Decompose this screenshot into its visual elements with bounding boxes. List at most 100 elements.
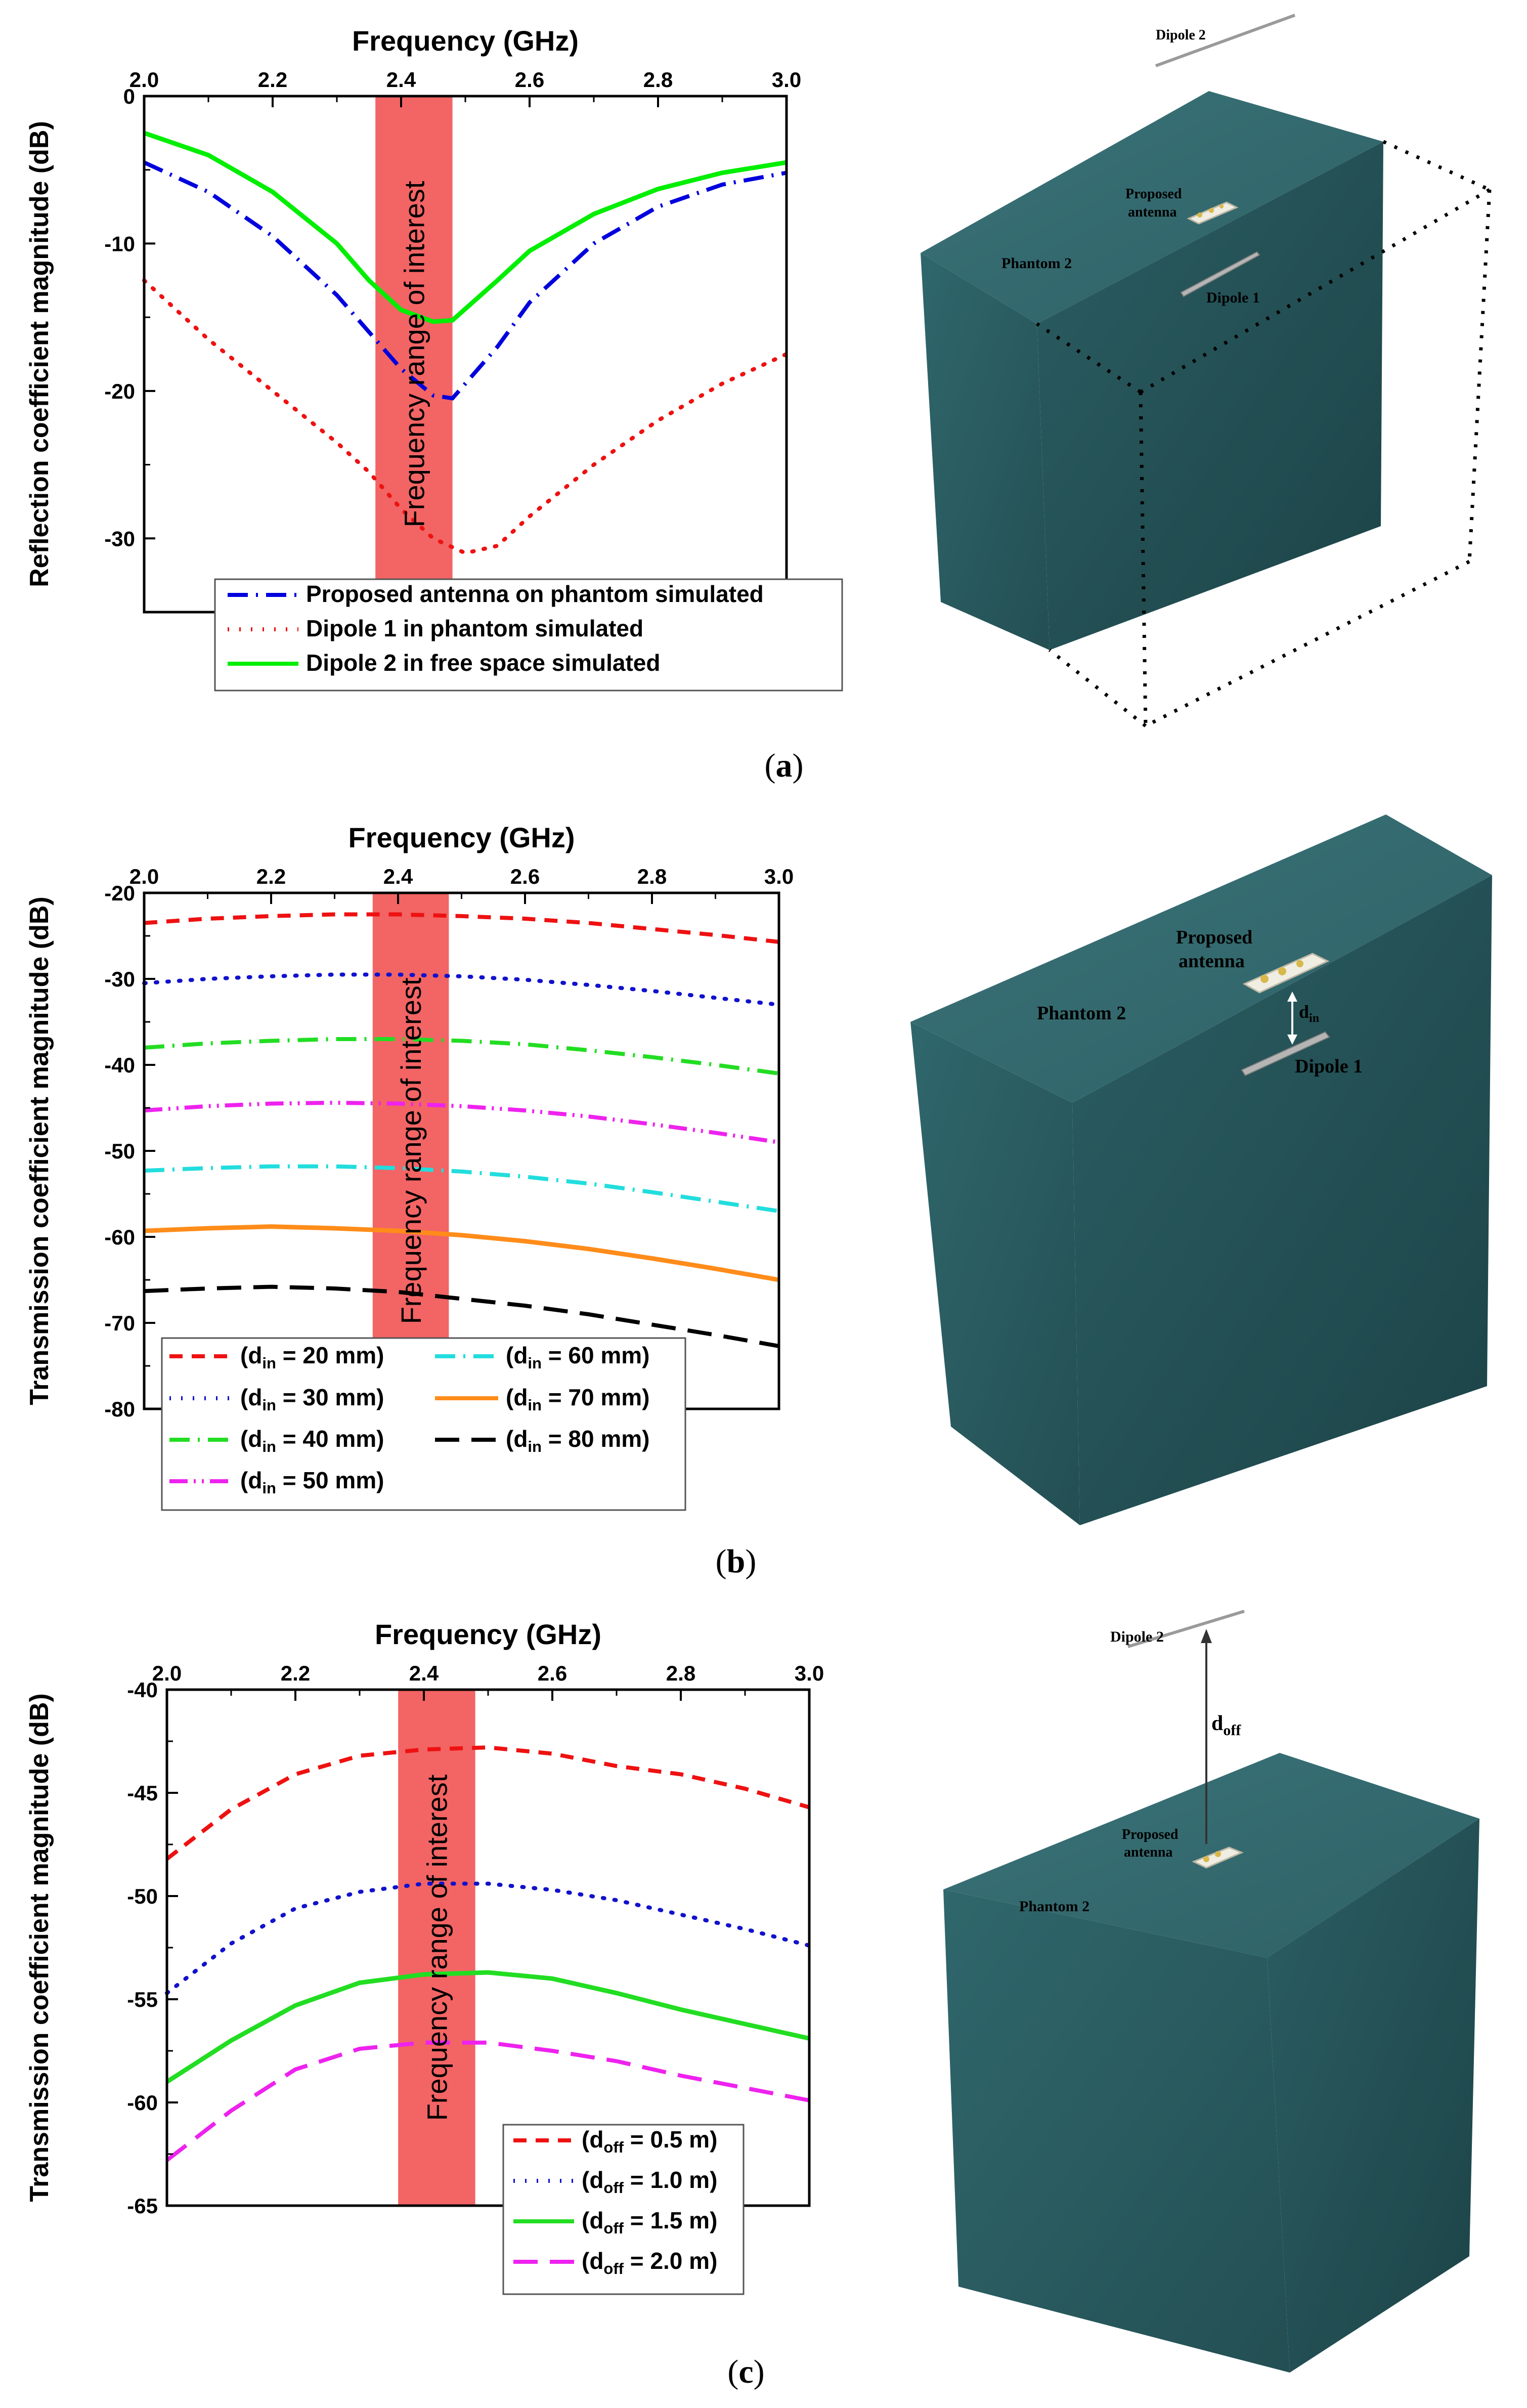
y-tick-label-c-1: -45 xyxy=(127,1781,158,1805)
y-tick-label-a-2: -20 xyxy=(104,379,135,403)
legend-label-c-1: (doff = 1.0 m) xyxy=(582,2167,717,2197)
phantom-side-face xyxy=(1267,1819,1479,2373)
dipole-1-element xyxy=(1241,1031,1330,1077)
series-line-b-1 xyxy=(142,972,781,1007)
scene-a: Dipole 2 Proposed antenna Phantom 2 Dipo… xyxy=(921,14,1492,728)
proposed-antenna-element xyxy=(1242,953,1330,994)
scene-b-antenna-label-1: Proposed xyxy=(1176,927,1252,948)
y-axis-title-b: Transmission coefficient magnitude (dB) xyxy=(25,896,54,1405)
legend-label-c-3: (doff = 2.0 m) xyxy=(582,2248,717,2277)
x-axis-title-b: Frequency (GHz) xyxy=(348,822,575,853)
scene-a-phantom-label: Phantom 2 xyxy=(1001,255,1072,272)
legend-box-b xyxy=(161,1337,686,1511)
phantom-top-face xyxy=(910,814,1492,1103)
dipole-2-element xyxy=(1155,14,1296,67)
scene-c-phantom-label: Phantom 2 xyxy=(1019,1898,1089,1915)
legend-label-b-5: (din = 70 mm) xyxy=(506,1384,649,1414)
legend-box-a xyxy=(214,578,843,692)
x-tick-label-b-3: 2.6 xyxy=(510,865,540,888)
y-axis-title-c: Transmission coefficient magnitude (dB) xyxy=(25,1693,54,2202)
x-axis-title-a: Frequency (GHz) xyxy=(352,25,579,57)
frequency-band-b xyxy=(372,893,449,1409)
series-line-c-1 xyxy=(165,1881,811,1995)
legend-label-a-2: Dipole 2 in free space simulated xyxy=(306,650,660,676)
y-axis-title-a: Reflection coefficient magnitude (dB) xyxy=(25,121,54,587)
series-line-b-4 xyxy=(144,1164,779,1213)
legend-label-a-1: Dipole 1 in phantom simulated xyxy=(306,615,643,641)
legend-box-c xyxy=(502,2124,745,2295)
scene-b-antenna-label-2: antenna xyxy=(1179,951,1245,972)
x-tick-label-c-3: 2.6 xyxy=(538,1661,567,1685)
legend-label-b-6: (din = 80 mm) xyxy=(506,1426,649,1455)
y-tick-label-a-1: -10 xyxy=(104,232,135,255)
y-tick-label-b-4: -60 xyxy=(104,1225,135,1249)
series-line-c-3 xyxy=(165,2040,810,2162)
scene-a-antenna-label-2: antenna xyxy=(1128,204,1176,220)
scene-c-d-label: doff xyxy=(1211,1712,1241,1739)
series-line-c-2 xyxy=(165,1970,810,2084)
x-tick-label-b-4: 2.8 xyxy=(637,865,667,888)
phantom-front-face xyxy=(943,1889,1290,2373)
scene-c-antenna-label-1: Proposed xyxy=(1122,1827,1179,1842)
series-line-a-1 xyxy=(142,278,789,555)
y-tick-label-a-0: 0 xyxy=(123,84,135,108)
phantom-top-face xyxy=(921,91,1383,324)
proposed-antenna-element xyxy=(1187,201,1239,225)
y-tick-label-b-2: -40 xyxy=(104,1053,135,1077)
proposed-antenna-element xyxy=(1192,1846,1244,1869)
scene-a-dipole2-label: Dipole 2 xyxy=(1156,27,1206,43)
y-tick-label-c-2: -50 xyxy=(127,1884,158,1908)
phantom-front-face xyxy=(921,253,1050,650)
series-line-b-5 xyxy=(144,1224,779,1282)
series-line-b-6 xyxy=(144,1284,779,1348)
phantom-side-face xyxy=(1037,142,1383,650)
phantom-side-face xyxy=(1072,875,1492,1525)
x-tick-label-c-4: 2.8 xyxy=(666,1661,695,1685)
y-tick-label-a-3: -30 xyxy=(104,527,135,550)
x-tick-label-b-1: 2.2 xyxy=(256,865,286,888)
frequency-band-c xyxy=(398,1690,475,2206)
y-tick-label-c-3: -55 xyxy=(127,1988,158,2011)
chart-panel-a: Frequency range of interest 2.0 2.2 2.4 2.6 2… xyxy=(25,25,843,784)
y-tick-label-b-3: -50 xyxy=(104,1139,135,1163)
x-tick-label-c-2: 2.4 xyxy=(409,1661,439,1685)
x-tick-label-b-0: 2.0 xyxy=(129,865,159,888)
scene-b: Proposed antenna Phantom 2 Dipole 1 din xyxy=(910,814,1492,1525)
band-label-a: Frequency range of interest xyxy=(398,181,430,527)
legend-label-b-4: (din = 60 mm) xyxy=(506,1342,649,1372)
scene-a-dipole1-label: Dipole 1 xyxy=(1206,289,1260,306)
chart-panel-b: Frequency range of interest 2.0 2.2 2.4 2.6 2… xyxy=(25,822,794,1580)
panel-label-a: (a) xyxy=(765,747,804,784)
x-tick-label-b-5: 3.0 xyxy=(764,865,794,888)
dipole-1-element xyxy=(1180,251,1260,297)
y-tick-label-c-0: -40 xyxy=(127,1678,158,1702)
series-line-b-3 xyxy=(144,1100,779,1144)
y-tick-label-c-4: -60 xyxy=(127,2091,158,2115)
legend-label-b-2: (din = 40 mm) xyxy=(240,1426,384,1455)
scene-b-d-label: din xyxy=(1299,1002,1319,1025)
scene-b-dipole1-label: Dipole 1 xyxy=(1295,1056,1363,1077)
legend-label-c-0: (doff = 0.5 m) xyxy=(582,2126,717,2156)
series-line-c-0 xyxy=(165,1745,810,1861)
x-tick-label-a-5: 3.0 xyxy=(772,68,801,92)
x-tick-label-c-5: 3.0 xyxy=(795,1661,824,1685)
plot-frame-b xyxy=(143,891,780,1410)
panel-label-c: (c) xyxy=(727,2353,764,2390)
y-tick-label-c-5: -65 xyxy=(127,2194,158,2218)
x-tick-label-c-0: 2.0 xyxy=(152,1661,182,1685)
series-line-a-2 xyxy=(143,131,787,324)
x-tick-label-a-4: 2.8 xyxy=(643,68,673,92)
x-axis-title-c: Frequency (GHz) xyxy=(375,1618,601,1650)
y-tick-label-b-5: -70 xyxy=(104,1311,135,1335)
d-in-arrow-head-bottom xyxy=(1287,1035,1297,1045)
panel-label-b: (b) xyxy=(716,1543,757,1580)
y-tick-label-b-6: -80 xyxy=(104,1397,135,1421)
band-label-c: Frequency range of interest xyxy=(421,1774,453,2121)
x-tick-label-b-2: 2.4 xyxy=(383,865,413,888)
x-tick-label-c-1: 2.2 xyxy=(281,1661,310,1685)
legend-label-b-3: (din = 50 mm) xyxy=(240,1467,384,1497)
d-off-arrow-head xyxy=(1201,1629,1212,1643)
legend-label-a-0: Proposed antenna on phantom simulated xyxy=(306,581,764,607)
x-tick-label-a-2: 2.4 xyxy=(386,68,416,92)
chart-panel-c: Frequency range of interest 2.0 2.2 2.4 2.6 2… xyxy=(25,1618,824,2390)
